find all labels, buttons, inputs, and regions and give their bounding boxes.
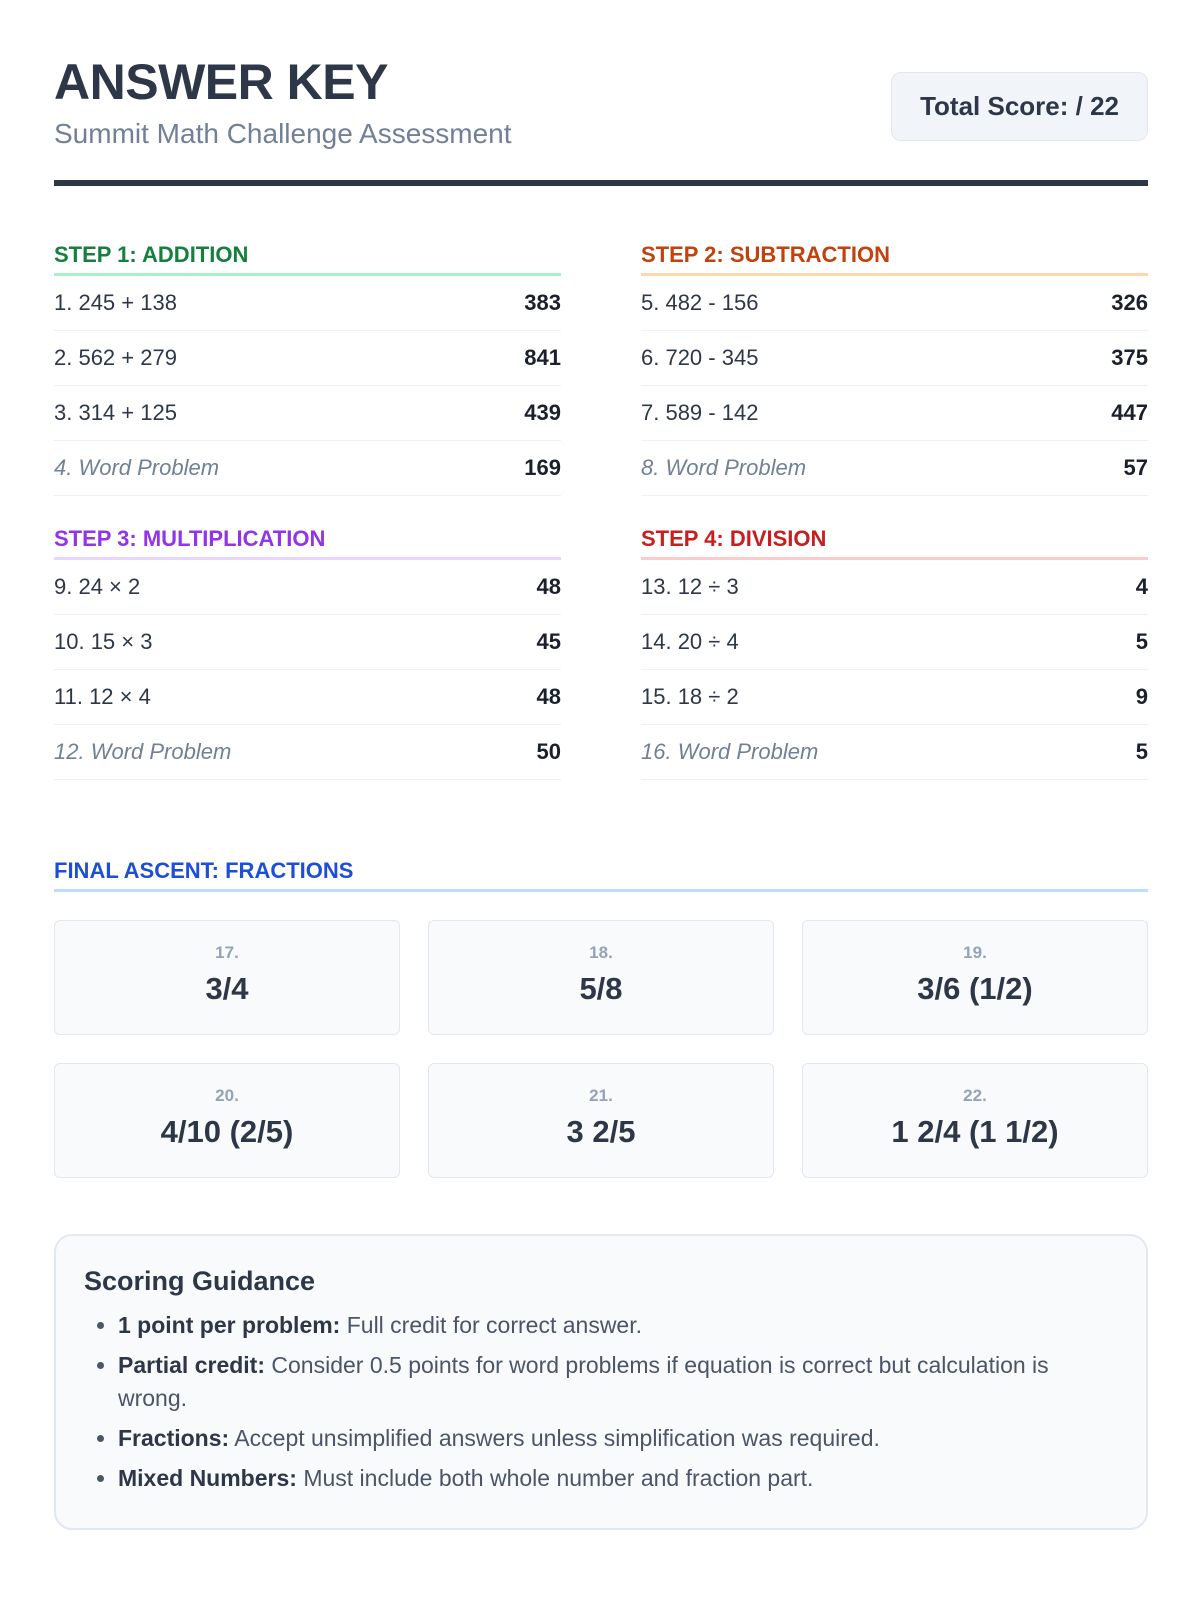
answer-row: 3. 314 + 125 439 (54, 386, 561, 441)
answer-value: 50 (536, 739, 561, 764)
section-step-4: STEP 4: DIVISION 13. 12 ÷ 3 4 14. 20 ÷ 4 5 15… (641, 526, 1148, 780)
problem-label: 7. 589 - 142 (641, 400, 759, 425)
problem-label: 8. Word Problem (641, 455, 807, 480)
guidance-label: Partial credit: (118, 1352, 265, 1378)
answer-row: 14. 20 ÷ 4 5 (641, 615, 1148, 670)
problem-label: 16. Word Problem (641, 739, 819, 764)
fraction-cards: 17. 3/4 18. 5/8 19. 3/6 (1/2) 20. 4/10 (2/5) 21.… (54, 920, 1148, 1178)
guidance-text: Must include both whole number and fract… (296, 1465, 814, 1491)
answer-row: 9. 24 × 2 48 (54, 560, 561, 615)
guidance-text: Consider 0.5 points for word problems if… (118, 1352, 1049, 1411)
answer-value: 5 (1135, 739, 1148, 764)
answer-row: 10. 15 × 3 45 (54, 615, 561, 670)
section-step-1: STEP 1: ADDITION 1. 245 + 138 383 2. 562 + … (54, 242, 561, 496)
answer-value: 447 (1111, 400, 1148, 425)
fraction-card: 19. 3/6 (1/2) (802, 920, 1148, 1035)
section-title: STEP 1: ADDITION (54, 242, 561, 276)
answer-row: 15. 18 ÷ 2 9 (641, 670, 1148, 725)
answer-row: 6. 720 - 345 375 (641, 331, 1148, 386)
problem-label: 3. 314 + 125 (54, 400, 177, 425)
guidance-label: Fractions: (118, 1425, 230, 1451)
page-subtitle: Summit Math Challenge Assessment (54, 118, 512, 149)
section-step-2: STEP 2: SUBTRACTION 5. 482 - 156 326 6. 720… (641, 242, 1148, 496)
section-step-3: STEP 3: MULTIPLICATION 9. 24 × 2 48 10. 15 … (54, 526, 561, 780)
answer-value: 841 (524, 345, 561, 370)
answer-value: 4/10 (2/5) (160, 1114, 294, 1149)
answer-value: 5 (1135, 629, 1148, 654)
answer-value: 439 (524, 400, 561, 425)
answer-row: 8. Word Problem 57 (641, 441, 1148, 496)
answer-value: 3 2/5 (566, 1114, 636, 1149)
problem-label: 15. 18 ÷ 2 (641, 684, 739, 709)
fractions-section: FINAL ASCENT: FRACTIONS 17. 3/4 18. 5/8 19. 3… (54, 858, 1148, 1178)
answer-value: 48 (536, 684, 561, 709)
problem-number: 21. (589, 1086, 613, 1105)
sections-grid: STEP 1: ADDITION 1. 245 + 138 383 2. 562 + … (54, 242, 1148, 780)
answer-row: 2. 562 + 279 841 (54, 331, 561, 386)
guidance-text: Accept unsimplified answers unless simpl… (229, 1425, 880, 1451)
problem-label: 6. 720 - 345 (641, 345, 759, 370)
problem-number: 17. (215, 943, 239, 962)
answer-key-page: ANSWER KEY Summit Math Challenge Assessm… (54, 50, 1148, 1530)
fraction-card: 21. 3 2/5 (428, 1063, 774, 1178)
answer-value: 9 (1135, 684, 1148, 709)
problem-number: 22. (963, 1086, 987, 1105)
answer-value: 326 (1111, 290, 1148, 315)
problem-label: 1. 245 + 138 (54, 290, 177, 315)
answer-row: 7. 589 - 142 447 (641, 386, 1148, 441)
answer-value: 375 (1111, 345, 1148, 370)
header: ANSWER KEY Summit Math Challenge Assessm… (54, 50, 1148, 186)
problem-label: 9. 24 × 2 (54, 574, 141, 599)
problem-label: 14. 20 ÷ 4 (641, 629, 739, 654)
section-title: STEP 3: MULTIPLICATION (54, 526, 561, 560)
answer-row: 4. Word Problem 169 (54, 441, 561, 496)
answer-value: 57 (1123, 455, 1148, 480)
problem-label: 13. 12 ÷ 3 (641, 574, 739, 599)
guidance-item: Fractions: Accept unsimplified answers u… (118, 1422, 1118, 1455)
section-title: FINAL ASCENT: FRACTIONS (54, 858, 1148, 892)
fraction-card: 17. 3/4 (54, 920, 400, 1035)
problem-number: 20. (215, 1086, 239, 1105)
guidance-text: Full credit for correct answer. (340, 1312, 642, 1338)
fraction-card: 22. 1 2/4 (1 1/2) (802, 1063, 1148, 1178)
section-title: STEP 2: SUBTRACTION (641, 242, 1148, 276)
guidance-item: Mixed Numbers: Must include both whole n… (118, 1462, 1118, 1495)
problem-label: 12. Word Problem (54, 739, 232, 764)
guidance-label: Mixed Numbers: (118, 1465, 297, 1491)
answer-value: 383 (524, 290, 561, 315)
answer-value: 3/6 (1/2) (917, 971, 1033, 1006)
problem-label: 2. 562 + 279 (54, 345, 177, 370)
problem-label: 4. Word Problem (54, 455, 220, 480)
scoring-guidance: Scoring Guidance 1 point per problem: Fu… (54, 1234, 1148, 1530)
answer-value: 5/8 (579, 971, 623, 1006)
answer-value: 1 2/4 (1 1/2) (891, 1114, 1059, 1149)
total-score-box: Total Score: / 22 (891, 72, 1148, 141)
section-title: STEP 4: DIVISION (641, 526, 1148, 560)
answer-value: 4 (1135, 574, 1148, 599)
page-title: ANSWER KEY (54, 54, 388, 110)
fraction-card: 18. 5/8 (428, 920, 774, 1035)
guidance-label: 1 point per problem: (118, 1312, 341, 1338)
answer-row: 5. 482 - 156 326 (641, 276, 1148, 331)
answer-row: 13. 12 ÷ 3 4 (641, 560, 1148, 615)
answer-row: 16. Word Problem 5 (641, 725, 1148, 780)
guidance-list: 1 point per problem: Full credit for cor… (84, 1309, 1118, 1495)
problem-label: 10. 15 × 3 (54, 629, 153, 654)
answer-row: 12. Word Problem 50 (54, 725, 561, 780)
problem-number: 18. (589, 943, 613, 962)
guidance-title: Scoring Guidance (84, 1266, 316, 1296)
problem-label: 11. 12 × 4 (54, 684, 151, 709)
answer-value: 3/4 (205, 971, 249, 1006)
answer-value: 169 (524, 455, 561, 480)
problem-label: 5. 482 - 156 (641, 290, 759, 315)
answer-row: 11. 12 × 4 48 (54, 670, 561, 725)
answer-value: 48 (536, 574, 561, 599)
guidance-item: Partial credit: Consider 0.5 points for … (118, 1349, 1118, 1415)
fraction-card: 20. 4/10 (2/5) (54, 1063, 400, 1178)
guidance-item: 1 point per problem: Full credit for cor… (118, 1309, 1118, 1342)
answer-row: 1. 245 + 138 383 (54, 276, 561, 331)
answer-value: 45 (536, 629, 561, 654)
problem-number: 19. (963, 943, 987, 962)
